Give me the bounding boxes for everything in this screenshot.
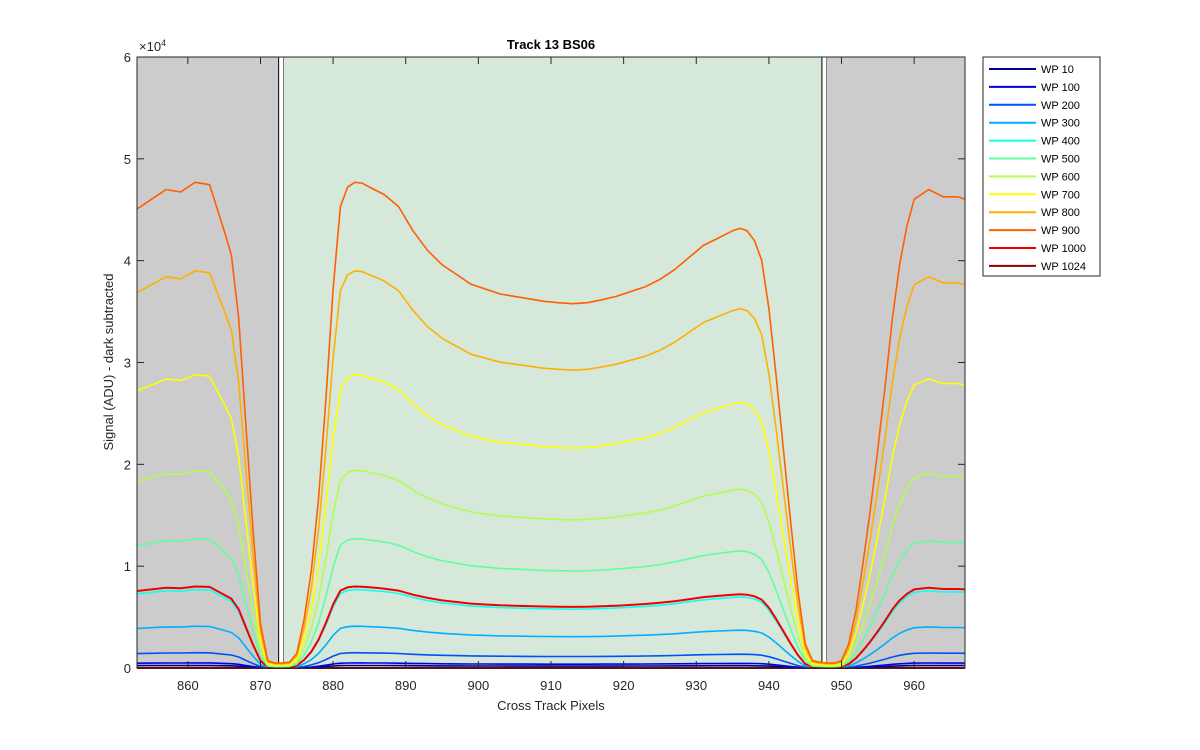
x-tick-label: 960	[903, 678, 925, 693]
x-tick-label: 890	[395, 678, 417, 693]
legend-label: WP 500	[1041, 154, 1080, 166]
legend-label: WP 300	[1041, 118, 1080, 130]
legend-label: WP 100	[1041, 82, 1080, 94]
x-tick-label: 860	[177, 678, 199, 693]
legend-label: WP 700	[1041, 189, 1080, 201]
x-tick-label: 920	[613, 678, 635, 693]
legend-label: WP 10	[1041, 64, 1074, 76]
x-axis: 860 870 880 890 900 910 920 930 940 950 960	[177, 57, 925, 693]
series-line-wp-700	[136, 373, 966, 666]
x-tick-label: 930	[685, 678, 707, 693]
legend-label: WP 1024	[1041, 261, 1086, 273]
y-tick-label: 2	[124, 457, 131, 472]
series-line-wp-900	[136, 181, 966, 664]
y-tick-label: 5	[124, 152, 131, 167]
legend-label: WP 1000	[1041, 243, 1086, 255]
series-line-wp-600	[136, 469, 966, 667]
y-tick-label: 3	[124, 356, 131, 371]
legend-label: WP 200	[1041, 100, 1080, 112]
plot-regions	[137, 56, 965, 669]
series-line-wp-800	[136, 269, 966, 665]
x-axis-label: Cross Track Pixels	[497, 698, 605, 713]
y-tick-label: 4	[124, 254, 131, 269]
legend-label: WP 400	[1041, 136, 1080, 148]
x-tick-label: 950	[831, 678, 853, 693]
region-boundary-1	[278, 56, 285, 669]
legend-label: WP 600	[1041, 171, 1080, 183]
legend-box	[982, 56, 1101, 277]
x-tick-label: 870	[250, 678, 272, 693]
legend: WP 10 WP 100 WP 200 WP 300 WP 400 WP 500 WP 60…	[982, 56, 1101, 277]
x-tick-label: 900	[468, 678, 490, 693]
y-exponent-label: ×104	[139, 38, 166, 54]
y-tick-label: 6	[124, 50, 131, 65]
y-tick-label: 0	[124, 661, 131, 676]
y-axis-label: Signal (ADU) - dark subtracted	[101, 273, 116, 450]
y-tick-label: 1	[124, 559, 131, 574]
legend-label: WP 800	[1041, 207, 1080, 219]
region-active-2	[283, 57, 822, 668]
legend-label: WP 900	[1041, 225, 1080, 237]
plot-series	[136, 181, 966, 669]
x-tick-label: 910	[540, 678, 562, 693]
x-tick-label: 880	[322, 678, 344, 693]
chart-title: Track 13 BS06	[507, 37, 595, 52]
region-boundary-3	[821, 56, 828, 669]
y-axis: 0 1 2 3 4 5 6	[124, 50, 965, 676]
x-tick-label: 940	[758, 678, 780, 693]
region-masked-0	[137, 57, 279, 668]
